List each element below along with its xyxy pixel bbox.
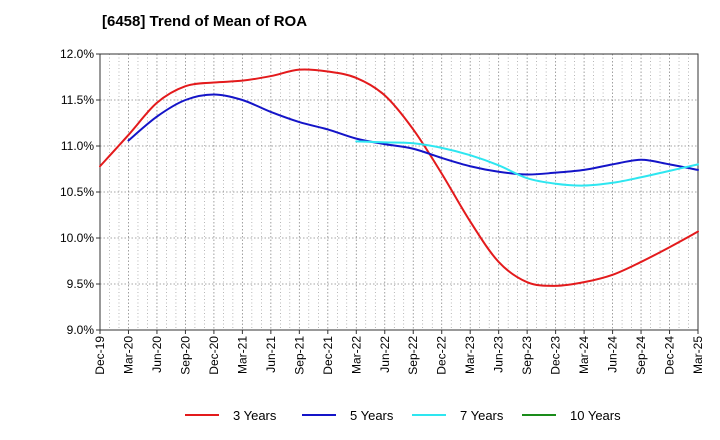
x-tick-label: Mar-23 <box>463 336 477 374</box>
legend-swatch-5-years <box>302 414 336 416</box>
x-tick-label: Mar-21 <box>235 336 249 374</box>
y-tick-label: 12.0% <box>60 47 94 61</box>
grid-layer <box>100 54 698 330</box>
legend-label-3-years: 3 Years <box>233 407 277 423</box>
series-line-7-years <box>355 140 699 187</box>
x-tick-label: Dec-19 <box>93 336 107 375</box>
series-layer <box>99 68 699 287</box>
x-tick-label: Mar-20 <box>121 336 135 374</box>
x-tick-label: Dec-23 <box>549 336 563 375</box>
legend-item-5-years: 5 Years <box>302 404 393 426</box>
legend-label-5-years: 5 Years <box>350 407 394 423</box>
legend-item-10-years: 10 Years <box>522 404 621 426</box>
y-tick-label: 11.5% <box>61 93 94 107</box>
x-tick-label: Sep-22 <box>406 336 420 375</box>
series-line-5-years <box>127 93 699 176</box>
x-tick-label: Sep-20 <box>178 336 192 375</box>
axis-layer <box>96 53 699 334</box>
series-line-3-years <box>99 68 699 287</box>
tick-label-layer: 9.0% 9.5% 10.0% 10.5% 11.0% 11.5% 12.0% Dec-19 M… <box>60 47 705 375</box>
y-tick-label: 9.0% <box>67 323 95 337</box>
x-tick-label: Dec-20 <box>207 336 221 375</box>
y-tick-label: 10.0% <box>60 231 94 245</box>
x-tick-label: Jun-23 <box>492 336 506 373</box>
x-tick-label: Jun-24 <box>606 336 620 373</box>
legend-swatch-3-years <box>185 414 219 416</box>
x-tick-label: Dec-22 <box>435 336 449 375</box>
x-tick-label: Mar-24 <box>577 336 591 374</box>
legend-label-7-years: 7 Years <box>460 407 504 423</box>
x-tick-label: Mar-25 <box>691 336 705 374</box>
chart-title: [6458] Trend of Mean of ROA <box>102 13 308 30</box>
x-tick-label: Sep-21 <box>292 336 306 375</box>
y-tick-label: 9.5% <box>67 277 95 291</box>
x-tick-label: Jun-20 <box>150 336 164 373</box>
x-tick-label: Jun-21 <box>264 336 278 373</box>
x-tick-label: Sep-24 <box>634 336 648 375</box>
legend-item-3-years: 3 Years <box>185 404 276 426</box>
legend-label-10-years: 10 Years <box>570 407 621 423</box>
legend-swatch-7-years <box>412 414 446 416</box>
x-tick-label: Mar-22 <box>349 336 363 374</box>
legend: 3 Years 5 Years 7 Years 10 Years <box>0 404 720 426</box>
x-tick-label: Dec-24 <box>663 336 677 375</box>
y-tick-label: 10.5% <box>60 185 94 199</box>
x-tick-label: Dec-21 <box>321 336 335 375</box>
y-tick-label: 11.0% <box>61 139 94 153</box>
x-tick-label: Jun-22 <box>378 336 392 373</box>
legend-item-7-years: 7 Years <box>412 404 503 426</box>
legend-swatch-10-years <box>522 414 556 416</box>
x-tick-label: Sep-23 <box>520 336 534 375</box>
